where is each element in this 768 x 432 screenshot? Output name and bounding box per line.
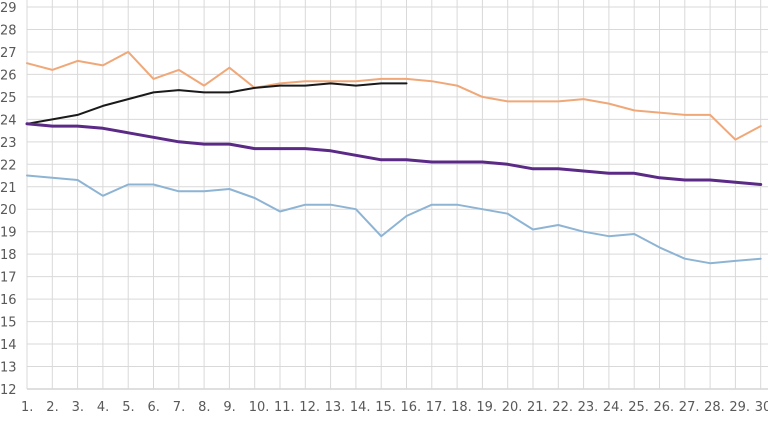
y-tick-label: 18 [0,248,17,263]
x-tick-label: 26. [654,400,675,415]
x-tick-label: 5. [122,400,134,415]
x-tick-label: 28. [704,400,725,415]
x-tick-label: 29. [729,400,750,415]
x-tick-label: 15. [375,400,396,415]
y-tick-label: 21 [0,181,17,196]
y-tick-label: 28 [0,23,17,38]
x-tick-label: 30. [755,400,768,415]
x-tick-label: 24. [603,400,624,415]
x-tick-label: 2. [46,400,58,415]
y-tick-label: 27 [0,46,17,61]
x-tick-label: 7. [173,400,185,415]
x-tick-label: 23. [578,400,599,415]
x-tick-label: 21. [527,400,548,415]
x-tick-label: 1. [21,400,33,415]
x-tick-label: 20. [502,400,523,415]
y-tick-label: 17 [0,271,17,286]
y-tick-label: 26 [0,68,17,83]
gridlines [26,0,768,390]
series-line-blue [26,174,762,265]
x-tick-label: 12. [299,400,320,415]
y-tick-label: 16 [0,293,17,308]
y-tick-label: 19 [0,226,17,241]
series-line-black [26,82,408,125]
y-axis-labels: 12 13 14 15 16 17 18 19 20 21 22 23 24 25 26 27 28 29 [0,1,17,398]
y-tick-label: 24 [0,113,17,128]
x-tick-label: 18. [451,400,472,415]
x-tick-label: 3. [72,400,84,415]
series-line-purple [25,122,763,186]
x-tick-label: 16. [401,400,422,415]
y-tick-label: 29 [0,1,17,16]
y-tick-label: 25 [0,91,17,106]
y-tick-label: 12 [0,383,17,398]
x-tick-label: 4. [97,400,109,415]
y-tick-label: 22 [0,158,17,173]
x-tick-label: 6. [148,400,160,415]
x-tick-label: 10. [249,400,270,415]
x-tick-label: 25. [628,400,649,415]
x-tick-label: 11. [274,400,295,415]
x-tick-label: 22. [552,400,573,415]
x-tick-label: 8. [198,400,210,415]
y-tick-label: 23 [0,136,17,151]
y-tick-label: 14 [0,338,17,353]
series-line-orange [26,50,762,141]
x-axis-labels: 1. 2. 3. 4. 5. 6. 7. 8. 9. 10. 11. 12. 13. 14. 15. 16. 1… [21,400,768,415]
x-tick-label: 14. [350,400,371,415]
x-tick-label: 17. [426,400,447,415]
y-tick-label: 13 [0,361,17,376]
x-tick-label: 19. [476,400,497,415]
y-tick-label: 15 [0,316,17,331]
x-tick-label: 9. [223,400,235,415]
x-tick-label: 27. [679,400,700,415]
x-tick-label: 13. [325,400,346,415]
data-series [25,50,763,265]
y-tick-label: 20 [0,203,17,218]
